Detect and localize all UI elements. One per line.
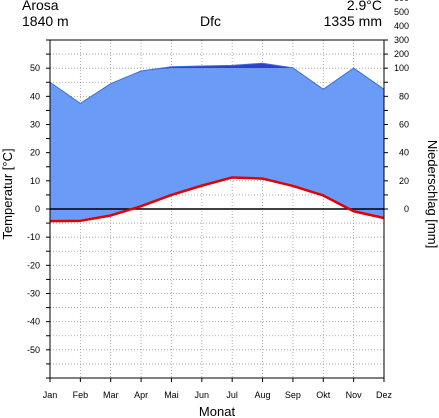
right-tick-label: 200 — [394, 49, 409, 59]
right-tick-label: 500 — [394, 7, 409, 17]
right-tick-label: 400 — [394, 21, 409, 31]
left-tick-label: 40 — [30, 91, 40, 101]
x-axis-title: Monat — [199, 404, 236, 418]
x-axis-ticks: Jan Feb Mar Apr Mai Jun Jul Aug Sep Okt Nov Dez — [43, 378, 393, 400]
left-axis-ticks: -50 -40 -30 -20 -10 0 10 20 30 40 50 — [27, 39, 50, 379]
right-tick-label: 600 — [394, 0, 409, 3]
precipitation-fill — [50, 68, 384, 222]
x-tick-label: Nov — [346, 390, 363, 400]
precipitation-line — [49, 62, 385, 104]
climate-classification: Dfc — [200, 13, 221, 29]
left-tick-label: 10 — [30, 176, 40, 186]
x-tick-label: Okt — [316, 390, 331, 400]
right-axis-ticks: 020406080100200300400500600700800900 — [384, 0, 409, 214]
left-tick-label: -10 — [27, 232, 40, 242]
x-tick-label: Aug — [255, 390, 271, 400]
left-tick-label: 0 — [35, 204, 40, 214]
x-tick-label: Jan — [43, 390, 58, 400]
x-tick-label: Apr — [134, 390, 148, 400]
x-tick-label: Sep — [285, 390, 301, 400]
left-tick-label: 50 — [30, 63, 40, 73]
x-tick-label: Jul — [226, 390, 238, 400]
x-tick-label: Dez — [376, 390, 393, 400]
left-tick-label: -50 — [27, 345, 40, 355]
left-tick-label: 30 — [30, 120, 40, 130]
x-tick-label: Mar — [103, 390, 119, 400]
left-tick-label: -30 — [27, 289, 40, 299]
right-tick-label: 40 — [399, 148, 409, 158]
precipitation-area — [50, 63, 384, 222]
right-tick-label: 60 — [399, 120, 409, 130]
right-axis-title: Niederschlag [mm] — [425, 140, 439, 248]
station-altitude: 1840 m — [22, 13, 69, 29]
left-tick-label: -20 — [27, 260, 40, 270]
station-name: Arosa — [22, 0, 59, 13]
left-axis-title: Temperatur [°C] — [0, 148, 15, 239]
x-tick-label: Jun — [195, 390, 210, 400]
right-tick-label: 20 — [399, 176, 409, 186]
right-tick-label: 0 — [404, 204, 409, 214]
right-tick-label: 100 — [394, 63, 409, 73]
right-tick-label: 300 — [394, 35, 409, 45]
left-tick-label: -40 — [27, 317, 40, 327]
x-tick-label: Mai — [164, 390, 179, 400]
data-lines — [49, 62, 385, 223]
left-tick-label: 20 — [30, 148, 40, 158]
annual-precipitation: 1335 mm — [323, 13, 382, 29]
mean-annual-temperature: 2.9°C — [346, 0, 382, 13]
right-tick-label: 80 — [399, 91, 409, 101]
x-tick-label: Feb — [73, 390, 89, 400]
temperature-line — [49, 176, 385, 223]
